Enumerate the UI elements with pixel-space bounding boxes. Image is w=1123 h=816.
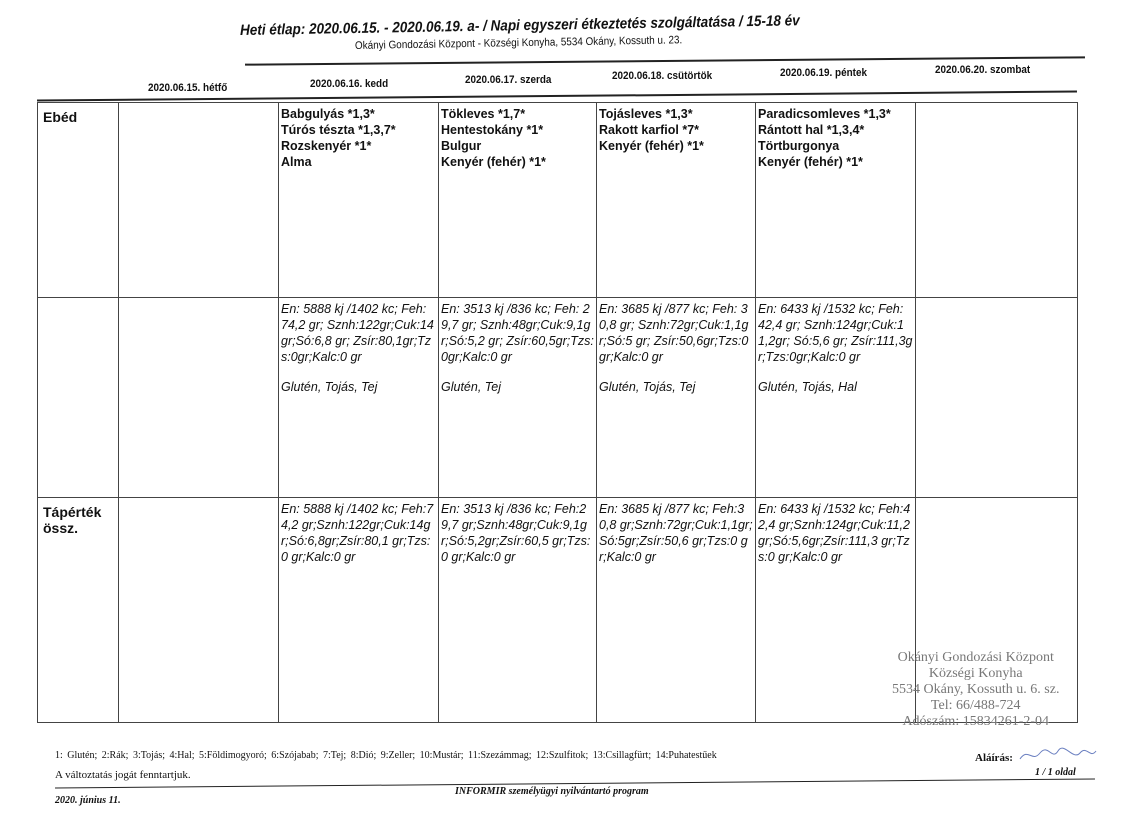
day-header: 2020.06.17. szerda bbox=[465, 74, 552, 86]
dish: Rakott karfiol *7* bbox=[599, 123, 700, 137]
print-date: 2020. június 11. bbox=[55, 795, 121, 806]
nutrition-cell: En: 6433 kj /1532 kc; Feh: 42,4 gr; Sznh… bbox=[755, 297, 916, 498]
nutrition-text: En: 3513 kj /836 kc; Feh: 29,7 gr; Sznh:… bbox=[441, 302, 594, 364]
day-header: 2020.06.16. kedd bbox=[310, 78, 389, 90]
stamp-line: Okányi Gondozási Központ bbox=[897, 650, 1054, 665]
nutrition-text: En: 6433 kj /1532 kc; Feh: 42,4 gr; Sznh… bbox=[758, 302, 913, 364]
menu-cell bbox=[915, 102, 1078, 298]
dish: Rántott hal *1,3,4* bbox=[758, 123, 865, 137]
total-row: Tápérték össz. En: 5888 kj /1402 kc; Feh… bbox=[37, 497, 1078, 723]
dish: Kenyér (fehér) *1* bbox=[599, 139, 704, 153]
day-header: 2020.06.15. hétfő bbox=[148, 82, 228, 94]
menu-cell: Tökleves *1,7* Hentestokány *1* Bulgur Keny… bbox=[438, 102, 597, 298]
program-name: INFORMIR személyügyi nyilvántartó progra… bbox=[455, 786, 649, 797]
dish: Babgulyás *1,3* bbox=[281, 107, 375, 121]
menu-cell: Tojásleves *1,3* Rakott karfiol *7* Kenyér… bbox=[596, 102, 756, 298]
dish: Tojásleves *1,3* bbox=[599, 107, 693, 121]
dish: Túrós tészta *1,3,7* bbox=[281, 123, 396, 137]
lunch-row: Ebéd Babgulyás *1,3* Túrós tészta *1,3,7*… bbox=[37, 102, 1078, 298]
signature-label: Aláírás: bbox=[975, 752, 1013, 764]
allergen-text: Glutén, Tojás, Hal bbox=[758, 380, 857, 394]
dish: Kenyér (fehér) *1* bbox=[758, 155, 863, 169]
stamp-line: Községi Konyha bbox=[928, 666, 1023, 681]
allergen-text: Glutén, Tojás, Tej bbox=[599, 380, 696, 394]
dish: Hentestokány *1* bbox=[441, 123, 544, 137]
menu-cell: Babgulyás *1,3* Túrós tészta *1,3,7* Rozsk… bbox=[278, 102, 439, 298]
day-header: 2020.06.18. csütörtök bbox=[612, 70, 713, 82]
row-label bbox=[37, 297, 119, 498]
stamp-line: Adószám: 15834261-2-04 bbox=[902, 714, 1050, 729]
notice: A változtatás jogát fenntartjuk. bbox=[55, 769, 191, 781]
stamp-line: 5534 Okány, Kossuth u. 6. sz. bbox=[892, 682, 1060, 697]
menu-cell bbox=[118, 102, 279, 298]
nutrition-cell: En: 3513 kj /836 kc; Feh: 29,7 gr; Sznh:… bbox=[438, 297, 597, 498]
allergen-legend: 1: Glutén; 2:Rák; 3:Tojás; 4:Hal; 5:Föld… bbox=[55, 750, 717, 761]
nutrition-text: En: 5888 kj /1402 kc; Feh: 74,2 gr; Sznh… bbox=[281, 302, 434, 364]
dish: Törtburgonya bbox=[758, 139, 840, 153]
row-label: Tápérték össz. bbox=[37, 497, 119, 723]
page-title: Heti étlap: 2020.06.15. - 2020.06.19. a-… bbox=[239, 12, 800, 39]
nutrition-cell bbox=[915, 297, 1078, 498]
day-header: 2020.06.20. szombat bbox=[935, 64, 1031, 76]
page-number: 1 / 1 oldal bbox=[1035, 767, 1076, 778]
nutrition-cell: En: 3685 kj /877 kc; Feh: 30,8 gr; Sznh:… bbox=[596, 297, 756, 498]
total-cell: En: 6433 kj /1532 kc; Feh:42,4 gr;Sznh:1… bbox=[755, 497, 916, 723]
subtitle: Okányi Gondozási Központ - Községi Konyh… bbox=[354, 34, 683, 52]
nutrition-row: En: 5888 kj /1402 kc; Feh: 74,2 gr; Sznh… bbox=[37, 297, 1078, 498]
day-header: 2020.06.19. péntek bbox=[780, 67, 867, 79]
menu-cell: Paradicsomleves *1,3* Rántott hal *1,3,4*… bbox=[755, 102, 916, 298]
dish: Kenyér (fehér) *1* bbox=[441, 155, 546, 169]
allergen-text: Glutén, Tojás, Tej bbox=[281, 380, 378, 394]
total-cell: En: 5888 kj /1402 kc; Feh:74,2 gr;Sznh:1… bbox=[278, 497, 439, 723]
nutrition-cell: En: 5888 kj /1402 kc; Feh: 74,2 gr; Sznh… bbox=[278, 297, 439, 498]
dish: Paradicsomleves *1,3* bbox=[758, 107, 891, 121]
total-cell bbox=[915, 497, 1078, 723]
total-cell: En: 3513 kj /836 kc; Feh:29,7 gr;Sznh:48… bbox=[438, 497, 597, 723]
total-cell bbox=[118, 497, 279, 723]
nutrition-text: En: 3685 kj /877 kc; Feh: 30,8 gr; Sznh:… bbox=[599, 302, 749, 364]
signature-image bbox=[1019, 747, 1097, 760]
dish: Alma bbox=[281, 155, 312, 169]
dish: Bulgur bbox=[441, 139, 482, 153]
row-label: Ebéd bbox=[37, 102, 119, 298]
total-cell: En: 3685 kj /877 kc; Feh:30,8 gr;Sznh:72… bbox=[596, 497, 756, 723]
allergen-text: Glutén, Tej bbox=[441, 380, 501, 394]
dish: Tökleves *1,7* bbox=[441, 107, 526, 121]
dish: Rozskenyér *1* bbox=[281, 139, 372, 153]
nutrition-cell bbox=[118, 297, 279, 498]
menu-table: Ebéd Babgulyás *1,3* Túrós tészta *1,3,7*… bbox=[37, 102, 1078, 723]
stamp-line: Tel: 66/488-724 bbox=[930, 698, 1021, 713]
stamp: Okányi Gondozási Központ Községi Konyha … bbox=[892, 650, 1059, 730]
